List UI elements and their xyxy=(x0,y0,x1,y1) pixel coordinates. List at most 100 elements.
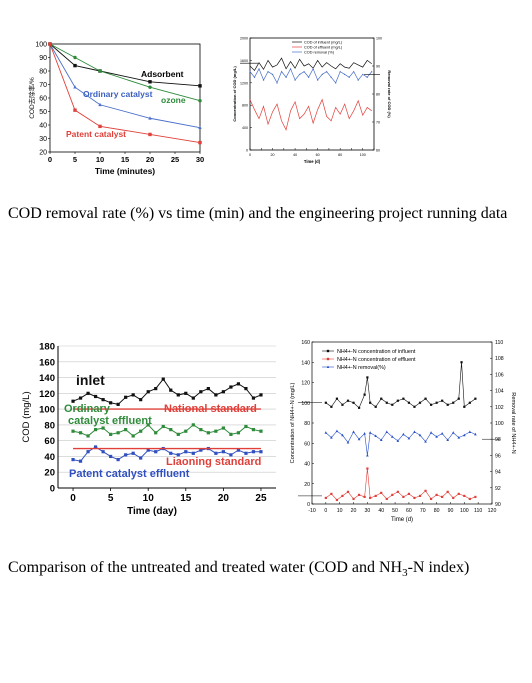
data-point xyxy=(468,401,471,404)
data-point xyxy=(366,376,369,379)
data-point xyxy=(154,387,158,391)
data-point xyxy=(109,454,113,459)
data-point xyxy=(78,396,83,400)
data-point xyxy=(146,448,150,452)
data-point xyxy=(352,70,355,73)
y-tick-label: 120 xyxy=(301,381,310,387)
data-point xyxy=(407,492,411,495)
data-point xyxy=(474,495,477,499)
data-point xyxy=(391,403,394,406)
data-point xyxy=(294,79,296,81)
data-point xyxy=(73,108,77,112)
y-tick-label: 1200 xyxy=(240,81,248,85)
data-point xyxy=(429,497,433,501)
data-point xyxy=(169,388,173,392)
data-point xyxy=(124,428,128,432)
data-point xyxy=(468,497,471,501)
data-point xyxy=(335,397,339,400)
x-tick-label: 30 xyxy=(196,155,204,164)
data-point xyxy=(48,42,52,46)
x-tick-label: 50 xyxy=(392,508,398,514)
y-right-tick-label: 98 xyxy=(495,437,501,443)
data-point xyxy=(191,451,195,455)
data-point xyxy=(71,458,75,462)
y-tick-label: 50 xyxy=(39,109,47,116)
data-point xyxy=(73,85,77,89)
data-point xyxy=(407,436,411,440)
y-tick-label: 800 xyxy=(242,104,248,108)
data-point xyxy=(78,431,83,435)
data-point xyxy=(198,84,202,88)
data-point xyxy=(236,448,241,452)
x-tick-label: 90 xyxy=(448,508,454,514)
y-right-tick-label: 92 xyxy=(495,486,501,492)
legend-label: COD of effluent (mg/L) xyxy=(304,46,343,50)
data-point xyxy=(199,428,203,432)
data-point xyxy=(86,391,90,395)
data-point xyxy=(424,440,427,443)
data-point xyxy=(324,431,328,434)
data-point xyxy=(98,69,102,73)
data-point xyxy=(361,73,364,76)
x-tick-label: 80 xyxy=(434,508,440,514)
x-tick-label: 0 xyxy=(249,153,251,157)
data-point xyxy=(363,431,366,435)
x-tick-label: 120 xyxy=(488,508,497,514)
y-tick-label: 100 xyxy=(39,405,55,416)
data-point xyxy=(391,435,394,438)
y-tick-label: 40 xyxy=(39,123,47,130)
data-point xyxy=(184,450,188,454)
y-right-tick-label: 110 xyxy=(495,340,503,346)
data-point xyxy=(413,405,416,408)
x-tick-label: 30 xyxy=(364,508,370,514)
legend-marker xyxy=(326,349,330,353)
data-point xyxy=(370,70,373,73)
series-label: ozone xyxy=(161,95,186,105)
chart-annotation: Liaoning standard xyxy=(166,456,261,468)
data-point xyxy=(146,423,150,427)
engineering-running-data-chart: 0 400 800 1200 1600 2000 60 70 80 90 100 0 20 40 60 80 1… xyxy=(232,37,392,165)
data-point xyxy=(374,434,377,437)
data-point xyxy=(380,491,383,494)
data-point xyxy=(259,429,263,433)
x-axis-label: Time (minutes) xyxy=(95,166,155,176)
x-tick-label: 20 xyxy=(271,153,275,157)
y-right-tick-label: 104 xyxy=(495,389,504,395)
data-point xyxy=(258,67,260,70)
x-tick-label: 10 xyxy=(96,155,104,164)
data-point xyxy=(116,402,120,406)
data-point xyxy=(244,424,248,429)
data-point xyxy=(418,433,422,437)
data-point xyxy=(446,438,449,442)
data-point xyxy=(199,448,203,452)
y-right-tick-label: 90 xyxy=(376,65,380,69)
data-point xyxy=(330,492,333,495)
x-tick-label: 40 xyxy=(378,508,384,514)
data-point xyxy=(267,70,269,73)
y-tick-label: 140 xyxy=(39,373,55,384)
data-point xyxy=(161,424,165,429)
data-point xyxy=(131,393,135,397)
data-point xyxy=(385,401,388,404)
x-tick-label: 0 xyxy=(48,155,52,164)
data-point xyxy=(139,429,143,433)
caption-top: COD removal rate (%) vs time (min) and t… xyxy=(8,194,524,234)
y-right-tick-label: 90 xyxy=(495,502,501,508)
data-point xyxy=(446,490,449,493)
y-right-tick-label: 80 xyxy=(376,93,380,97)
x-tick-label: 5 xyxy=(73,155,77,164)
legend-label: NH4+-N concentration of effluent xyxy=(337,357,416,363)
plot-frame xyxy=(249,37,375,151)
data-point xyxy=(452,496,455,500)
chart-annotation: National standard xyxy=(164,403,257,415)
data-point xyxy=(124,395,128,399)
data-point xyxy=(199,390,203,394)
data-point xyxy=(154,450,158,454)
caption-bottom-sub: 3 xyxy=(402,567,408,580)
y-tick-label: 80 xyxy=(39,69,47,76)
data-point xyxy=(93,394,98,399)
data-point xyxy=(86,434,90,438)
data-point xyxy=(380,397,383,400)
data-point xyxy=(307,76,310,78)
data-point xyxy=(341,494,344,497)
